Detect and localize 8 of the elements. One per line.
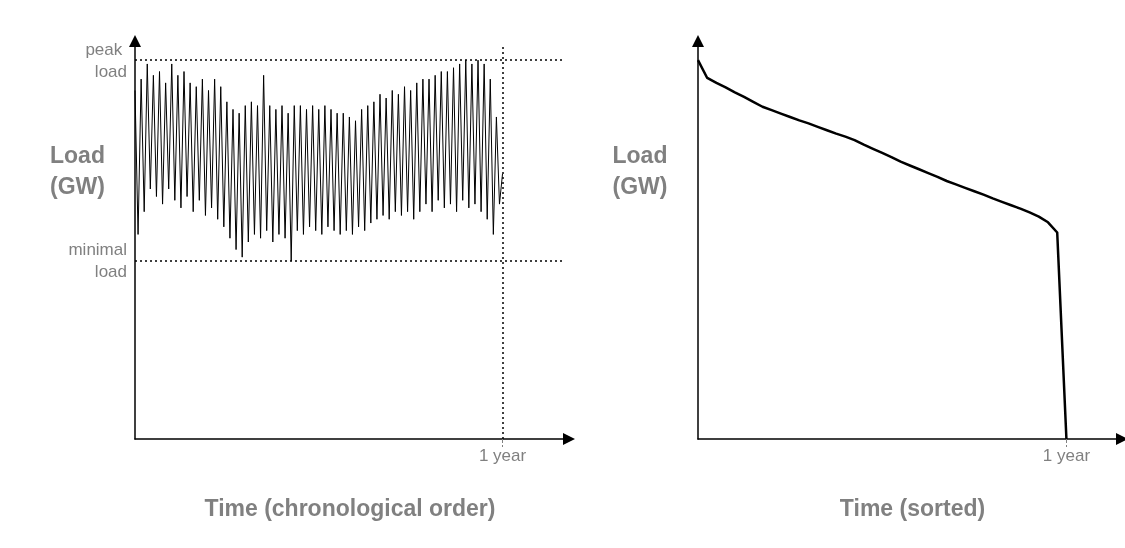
- ref-line-label: peak load: [85, 39, 127, 81]
- x-axis-title: Time (sorted): [838, 495, 987, 522]
- ref-line-label: minimal load: [68, 240, 127, 282]
- y-axis-title: Load (GW): [50, 141, 106, 201]
- y-axis-title: Load (GW): [612, 141, 669, 201]
- text: 1 year: [478, 446, 527, 465]
- text: 1 year: [1042, 446, 1090, 465]
- x-axis-title: Time (chronological order): [203, 495, 497, 522]
